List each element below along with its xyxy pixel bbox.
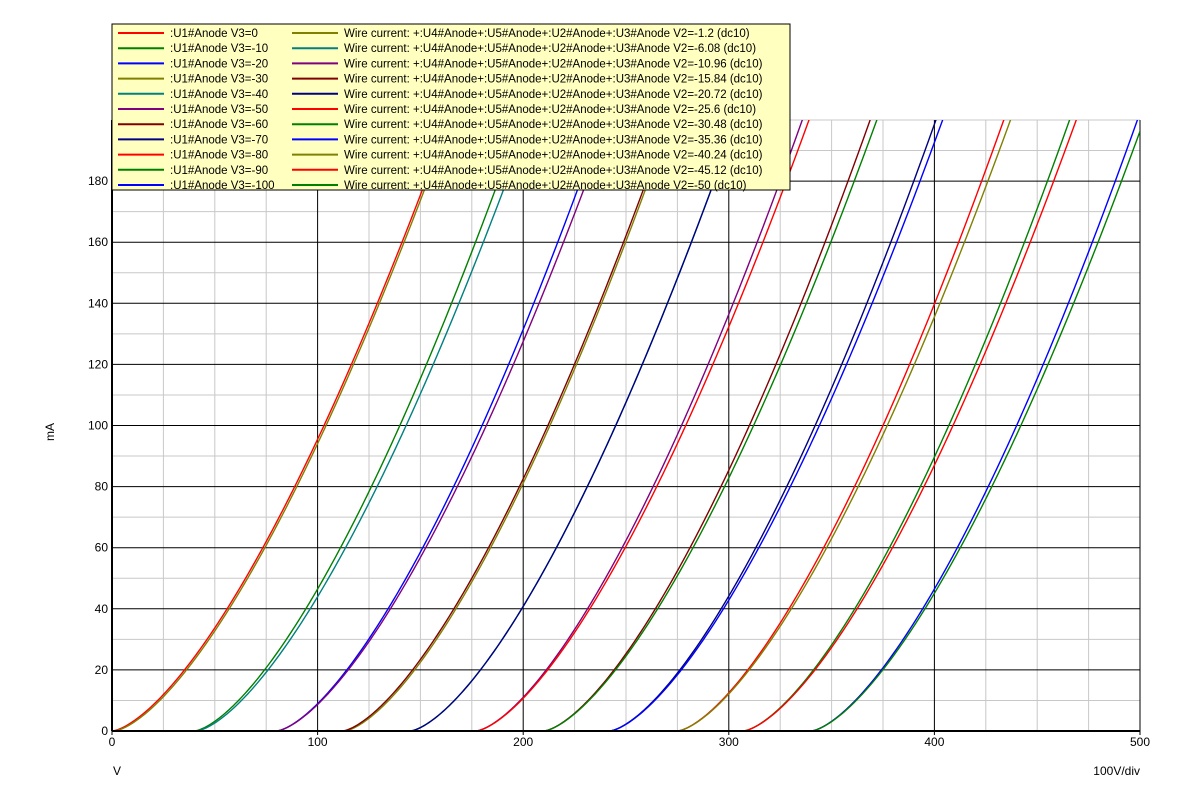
legend-entry: :U1#Anode V3=-30 (170, 74, 268, 86)
series-line-18 (112, 120, 878, 731)
y-tick-label: 120 (88, 357, 108, 371)
y-tick-label: 60 (95, 541, 109, 555)
series-line-15 (112, 120, 670, 731)
series-line-12 (112, 120, 452, 731)
y-tick-label: 100 (88, 419, 108, 433)
series-line-16 (112, 120, 738, 731)
series-line-10 (112, 120, 1071, 731)
x-tick-label: 0 (109, 735, 116, 749)
legend-entry: Wire current: +:U4#Anode+:U5#Anode+:U2#A… (344, 43, 756, 55)
x-axis-label: V (113, 764, 121, 778)
series-line-20 (112, 120, 1012, 731)
legend-entry: Wire current: +:U4#Anode+:U5#Anode+:U2#A… (344, 74, 763, 86)
y-tick-label: 160 (88, 235, 108, 249)
legend-box (111, 23, 791, 191)
series-line-7 (112, 120, 871, 731)
x-tick-label: 300 (719, 735, 739, 749)
legend-entry: :U1#Anode V3=-100 (170, 180, 275, 192)
series-line-13 (112, 120, 531, 731)
y-tick-label: 140 (88, 296, 108, 310)
y-axis-label: mA (43, 423, 57, 441)
legend-entry: Wire current: +:U4#Anode+:U5#Anode+:U2#A… (344, 134, 763, 146)
legend-entry: :U1#Anode V3=-10 (170, 43, 268, 55)
x-tick-label: 100 (308, 735, 328, 749)
legend-entry: :U1#Anode V3=-50 (170, 104, 268, 116)
legend-entry: Wire current: +:U4#Anode+:U5#Anode+:U2#A… (344, 104, 756, 116)
legend-entry: :U1#Anode V3=-60 (170, 119, 268, 131)
series-line-19 (112, 120, 944, 731)
legend-entry: Wire current: +:U4#Anode+:U5#Anode+:U2#A… (344, 119, 763, 131)
legend-entry: :U1#Anode V3=-90 (170, 165, 268, 177)
y-tick-label: 180 (88, 174, 108, 188)
series-line-2 (112, 120, 522, 731)
series-line-1 (112, 120, 450, 731)
y-tick-label: 40 (95, 602, 109, 616)
scale-label: 100V/div (1093, 764, 1140, 778)
series-line-4 (112, 120, 672, 731)
x-tick-label: 400 (924, 735, 944, 749)
plot-grid (111, 119, 1141, 731)
series-line-6 (112, 120, 804, 731)
legend-entry: :U1#Anode V3=-70 (170, 134, 268, 146)
y-tick-label: 20 (95, 663, 109, 677)
y-tick-label: 0 (101, 724, 108, 738)
x-tick-label: 200 (513, 735, 533, 749)
series-line-5 (112, 120, 738, 731)
y-tick-label: 80 (95, 480, 109, 494)
legend-entry: Wire current: +:U4#Anode+:U5#Anode+:U2#A… (344, 89, 763, 101)
series-line-3 (112, 120, 604, 731)
legend-entry: :U1#Anode V3=-20 (170, 58, 268, 70)
legend-entry: :U1#Anode V3=-80 (170, 150, 268, 162)
x-tick-label: 500 (1130, 735, 1150, 749)
legend: :U1#Anode V3=0 :U1#Anode V3=-10 :U1#Anode … (111, 23, 791, 192)
series-line-22 (112, 131, 1140, 731)
series-line-8 (112, 120, 937, 731)
legend-entry: :U1#Anode V3=-40 (170, 89, 268, 101)
legend-entry: Wire current: +:U4#Anode+:U5#Anode+:U2#A… (344, 58, 763, 70)
plot-axes: 0 100 200 300 400 500 0 20 40 60 80 100 120 140 160 180 (88, 120, 1150, 749)
series-line-11 (112, 120, 1139, 731)
plot-curves (112, 120, 1140, 731)
legend-entry: :U1#Anode V3=0 (170, 28, 258, 40)
legend-entry: Wire current: +:U4#Anode+:U5#Anode+:U2#A… (344, 150, 763, 162)
series-line-21 (112, 120, 1077, 731)
series-line-9 (112, 120, 1005, 731)
series-line-17 (112, 120, 810, 731)
legend-entry: Wire current: +:U4#Anode+:U5#Anode+:U2#A… (344, 180, 747, 192)
legend-entry: Wire current: +:U4#Anode+:U5#Anode+:U2#A… (344, 28, 750, 40)
series-line-14 (112, 120, 611, 731)
legend-entry: Wire current: +:U4#Anode+:U5#Anode+:U2#A… (344, 165, 763, 177)
